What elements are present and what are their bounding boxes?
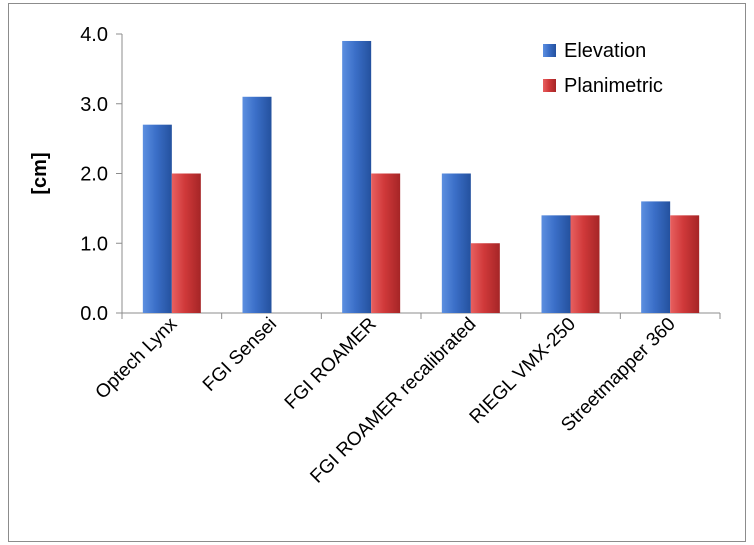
legend-swatch-planimetric xyxy=(543,79,556,92)
bar-elevation-3 xyxy=(441,173,471,313)
legend-swatch-elevation xyxy=(543,44,556,57)
bars xyxy=(142,40,700,314)
x-category-label: RIEGL VMX-250 xyxy=(466,314,580,428)
bar-elevation-4 xyxy=(541,215,571,313)
bar-elevation-2 xyxy=(342,40,372,313)
y-tick-label: 0.0 xyxy=(80,303,108,325)
y-axis-title: [cm] xyxy=(29,152,51,194)
bar-planimetric-5 xyxy=(670,215,700,313)
x-category-label: FGI ROAMER recalibrated xyxy=(306,314,480,488)
y-tick-label: 4.0 xyxy=(80,24,108,46)
y-tick-label: 1.0 xyxy=(80,233,108,255)
legend-label-planimetric: Planimetric xyxy=(564,75,663,97)
y-tick-label: 3.0 xyxy=(80,94,108,116)
bar-elevation-1 xyxy=(242,96,272,314)
legend-label-elevation: Elevation xyxy=(564,40,646,62)
bar-planimetric-2 xyxy=(371,173,401,313)
y-tick-label: 2.0 xyxy=(80,164,108,186)
legend: Elevation Planimetric xyxy=(543,40,663,97)
bar-planimetric-0 xyxy=(171,173,201,313)
x-category-label: Optech Lynx xyxy=(92,313,182,403)
axes xyxy=(116,33,721,319)
x-category-label: FGI Sensei xyxy=(199,314,281,396)
bar-planimetric-4 xyxy=(570,215,600,313)
bar-planimetric-3 xyxy=(470,243,500,313)
bar-elevation-5 xyxy=(641,201,671,313)
bar-elevation-0 xyxy=(142,124,172,313)
x-category-label: FGI ROAMER xyxy=(281,314,381,414)
